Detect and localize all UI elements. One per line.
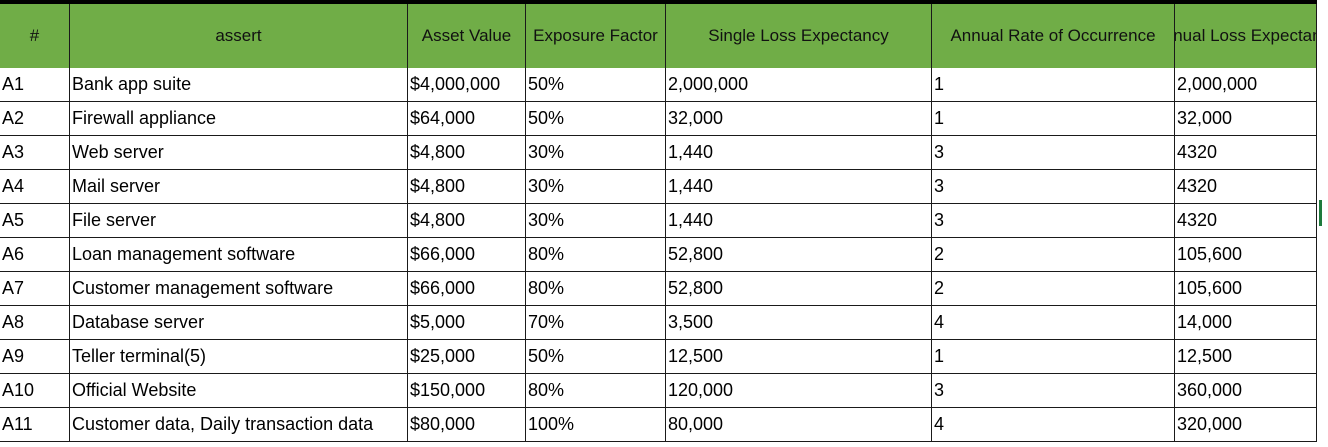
table-row: A11 Customer data, Daily transaction data… bbox=[0, 408, 1317, 442]
cell-exposure-factor[interactable]: 80% bbox=[526, 238, 666, 272]
cell-number[interactable]: A8 bbox=[0, 306, 70, 340]
cell-annual-rate-of-occurrence[interactable]: 1 bbox=[932, 68, 1175, 102]
table-row: A8 Database server $5,000 70% 3,500 4 14,000 bbox=[0, 306, 1317, 340]
cell-asset[interactable]: File server bbox=[70, 204, 408, 238]
cell-exposure-factor[interactable]: 30% bbox=[526, 204, 666, 238]
cell-annual-rate-of-occurrence[interactable]: 4 bbox=[932, 306, 1175, 340]
header-cell-exposure-factor[interactable]: Exposure Factor bbox=[526, 4, 666, 68]
cell-number[interactable]: A3 bbox=[0, 136, 70, 170]
cell-exposure-factor[interactable]: 30% bbox=[526, 170, 666, 204]
header-cell-annual-rate-of-occurrence[interactable]: Annual Rate of Occurrence bbox=[932, 4, 1175, 68]
cell-number[interactable]: A7 bbox=[0, 272, 70, 306]
cell-exposure-factor[interactable]: 50% bbox=[526, 68, 666, 102]
selection-edge bbox=[1319, 200, 1322, 226]
cell-single-loss-expectancy[interactable]: 1,440 bbox=[666, 136, 932, 170]
cell-single-loss-expectancy[interactable]: 120,000 bbox=[666, 374, 932, 408]
cell-number[interactable]: A10 bbox=[0, 374, 70, 408]
header-row: # assert Asset Value Exposure Factor Sin… bbox=[0, 0, 1317, 68]
cell-annual-loss-expectancy[interactable]: 4320 bbox=[1175, 170, 1317, 204]
cell-annual-rate-of-occurrence[interactable]: 3 bbox=[932, 204, 1175, 238]
cell-annual-loss-expectancy[interactable]: 12,500 bbox=[1175, 340, 1317, 374]
cell-annual-loss-expectancy[interactable]: 2,000,000 bbox=[1175, 68, 1317, 102]
cell-asset-value[interactable]: $4,800 bbox=[408, 136, 526, 170]
cell-exposure-factor[interactable]: 50% bbox=[526, 102, 666, 136]
cell-asset-value[interactable]: $4,800 bbox=[408, 170, 526, 204]
table-row: A4 Mail server $4,800 30% 1,440 3 4320 bbox=[0, 170, 1317, 204]
table-row: A6 Loan management software $66,000 80% 52,8… bbox=[0, 238, 1317, 272]
table-row: A1 Bank app suite $4,000,000 50% 2,000,000 1 2… bbox=[0, 68, 1317, 102]
cell-number[interactable]: A11 bbox=[0, 408, 70, 442]
cell-annual-rate-of-occurrence[interactable]: 3 bbox=[932, 136, 1175, 170]
cell-asset-value[interactable]: $4,800 bbox=[408, 204, 526, 238]
table-row: A5 File server $4,800 30% 1,440 3 4320 bbox=[0, 204, 1317, 238]
cell-single-loss-expectancy[interactable]: 2,000,000 bbox=[666, 68, 932, 102]
cell-single-loss-expectancy[interactable]: 12,500 bbox=[666, 340, 932, 374]
cell-single-loss-expectancy[interactable]: 52,800 bbox=[666, 238, 932, 272]
cell-asset[interactable]: Official Website bbox=[70, 374, 408, 408]
table-row: A10 Official Website $150,000 80% 120,000 3 36… bbox=[0, 374, 1317, 408]
cell-exposure-factor[interactable]: 100% bbox=[526, 408, 666, 442]
cell-annual-rate-of-occurrence[interactable]: 1 bbox=[932, 340, 1175, 374]
cell-asset[interactable]: Firewall appliance bbox=[70, 102, 408, 136]
cell-annual-loss-expectancy[interactable]: 360,000 bbox=[1175, 374, 1317, 408]
cell-single-loss-expectancy[interactable]: 1,440 bbox=[666, 170, 932, 204]
cell-annual-rate-of-occurrence[interactable]: 3 bbox=[932, 374, 1175, 408]
cell-single-loss-expectancy[interactable]: 3,500 bbox=[666, 306, 932, 340]
cell-number[interactable]: A2 bbox=[0, 102, 70, 136]
cell-asset[interactable]: Teller terminal(5) bbox=[70, 340, 408, 374]
cell-annual-loss-expectancy[interactable]: 4320 bbox=[1175, 136, 1317, 170]
cell-asset-value[interactable]: $66,000 bbox=[408, 272, 526, 306]
cell-number[interactable]: A4 bbox=[0, 170, 70, 204]
cell-exposure-factor[interactable]: 80% bbox=[526, 374, 666, 408]
cell-asset[interactable]: Customer management software bbox=[70, 272, 408, 306]
cell-annual-rate-of-occurrence[interactable]: 3 bbox=[932, 170, 1175, 204]
cell-asset[interactable]: Customer data, Daily transaction data bbox=[70, 408, 408, 442]
cell-asset-value[interactable]: $80,000 bbox=[408, 408, 526, 442]
header-cell-annual-loss-expectancy[interactable]: Annual Loss Expectancy bbox=[1175, 4, 1317, 68]
cell-annual-rate-of-occurrence[interactable]: 4 bbox=[932, 408, 1175, 442]
cell-asset-value[interactable]: $4,000,000 bbox=[408, 68, 526, 102]
table-row: A2 Firewall appliance $64,000 50% 32,000 1 32,… bbox=[0, 102, 1317, 136]
cell-exposure-factor[interactable]: 80% bbox=[526, 272, 666, 306]
header-cell-number[interactable]: # bbox=[0, 4, 70, 68]
cell-annual-loss-expectancy[interactable]: 105,600 bbox=[1175, 238, 1317, 272]
header-cell-single-loss-expectancy[interactable]: Single Loss Expectancy bbox=[666, 4, 932, 68]
cell-single-loss-expectancy[interactable]: 1,440 bbox=[666, 204, 932, 238]
cell-annual-rate-of-occurrence[interactable]: 2 bbox=[932, 238, 1175, 272]
cell-asset[interactable]: Loan management software bbox=[70, 238, 408, 272]
cell-exposure-factor[interactable]: 70% bbox=[526, 306, 666, 340]
cell-annual-loss-expectancy[interactable]: 105,600 bbox=[1175, 272, 1317, 306]
cell-asset-value[interactable]: $66,000 bbox=[408, 238, 526, 272]
cell-number[interactable]: A1 bbox=[0, 68, 70, 102]
cell-asset[interactable]: Web server bbox=[70, 136, 408, 170]
table-row: A9 Teller terminal(5) $25,000 50% 12,500 1 12,… bbox=[0, 340, 1317, 374]
cell-number[interactable]: A9 bbox=[0, 340, 70, 374]
table-row: A7 Customer management software $66,000 80%… bbox=[0, 272, 1317, 306]
table-row: A3 Web server $4,800 30% 1,440 3 4320 bbox=[0, 136, 1317, 170]
header-cell-asset-value[interactable]: Asset Value bbox=[408, 4, 526, 68]
cell-annual-loss-expectancy[interactable]: 32,000 bbox=[1175, 102, 1317, 136]
cell-number[interactable]: A5 bbox=[0, 204, 70, 238]
header-cell-asset[interactable]: assert bbox=[70, 4, 408, 68]
cell-asset[interactable]: Database server bbox=[70, 306, 408, 340]
cell-annual-loss-expectancy[interactable]: 320,000 bbox=[1175, 408, 1317, 442]
cell-asset-value[interactable]: $150,000 bbox=[408, 374, 526, 408]
cell-annual-rate-of-occurrence[interactable]: 2 bbox=[932, 272, 1175, 306]
cell-asset[interactable]: Bank app suite bbox=[70, 68, 408, 102]
cell-single-loss-expectancy[interactable]: 32,000 bbox=[666, 102, 932, 136]
cell-single-loss-expectancy[interactable]: 52,800 bbox=[666, 272, 932, 306]
cell-asset-value[interactable]: $5,000 bbox=[408, 306, 526, 340]
cell-annual-loss-expectancy[interactable]: 4320 bbox=[1175, 204, 1317, 238]
cell-exposure-factor[interactable]: 30% bbox=[526, 136, 666, 170]
cell-annual-loss-expectancy[interactable]: 14,000 bbox=[1175, 306, 1317, 340]
cell-single-loss-expectancy[interactable]: 80,000 bbox=[666, 408, 932, 442]
cell-number[interactable]: A6 bbox=[0, 238, 70, 272]
cell-exposure-factor[interactable]: 50% bbox=[526, 340, 666, 374]
cell-asset[interactable]: Mail server bbox=[70, 170, 408, 204]
cell-annual-rate-of-occurrence[interactable]: 1 bbox=[932, 102, 1175, 136]
cell-asset-value[interactable]: $25,000 bbox=[408, 340, 526, 374]
cell-asset-value[interactable]: $64,000 bbox=[408, 102, 526, 136]
